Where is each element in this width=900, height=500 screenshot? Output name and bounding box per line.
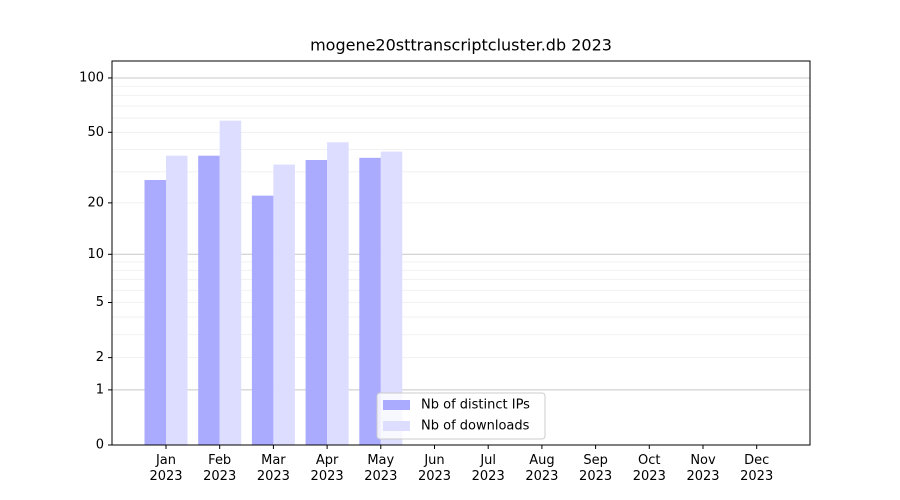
y-tick-label: 0: [96, 438, 104, 453]
bar: [198, 155, 220, 446]
bar: [359, 157, 381, 445]
y-tick-label: 5: [96, 295, 104, 310]
bar: [327, 142, 349, 445]
x-tick-label: Jan 2023: [149, 453, 183, 484]
legend-swatch: [383, 400, 410, 410]
legend-swatch: [383, 421, 410, 431]
chart-title: mogene20sttranscriptcluster.db 2023: [310, 36, 612, 55]
x-tick-label: Apr 2023: [310, 453, 344, 484]
legend-label: Nb of downloads: [421, 419, 530, 434]
y-tick-label: 2: [96, 350, 104, 365]
x-tick-label: Dec 2023: [740, 453, 774, 484]
bar: [144, 179, 166, 445]
y-tick-label: 100: [79, 70, 104, 85]
x-tick-label: Nov 2023: [686, 453, 720, 484]
x-tick-label: May 2023: [364, 453, 398, 484]
bar: [273, 164, 295, 445]
y-tick-label: 50: [87, 125, 104, 140]
x-tick-label: Jul 2023: [471, 453, 505, 484]
x-tick-label: Feb 2023: [203, 453, 237, 484]
bar: [305, 159, 328, 445]
y-tick-label: 10: [87, 247, 104, 262]
bar: [251, 195, 274, 445]
x-tick-label: Aug 2023: [525, 453, 559, 484]
bar: [219, 120, 242, 445]
x-tick-label: Sep 2023: [579, 453, 613, 484]
x-tick-label: Jun 2023: [417, 453, 452, 484]
x-tick-label: Oct 2023: [632, 453, 666, 484]
y-tick-label: 1: [96, 382, 104, 397]
x-tick-label: Mar 2023: [256, 453, 290, 484]
legend-box: [376, 392, 546, 440]
bar: [380, 151, 403, 445]
y-tick-label: 20: [87, 195, 104, 210]
legend-label: Nb of distinct IPs: [421, 398, 530, 413]
plot-frame: [111, 60, 811, 446]
legend: Nb of distinct IPs Nb of downloads: [376, 392, 546, 440]
bar: [166, 155, 188, 446]
